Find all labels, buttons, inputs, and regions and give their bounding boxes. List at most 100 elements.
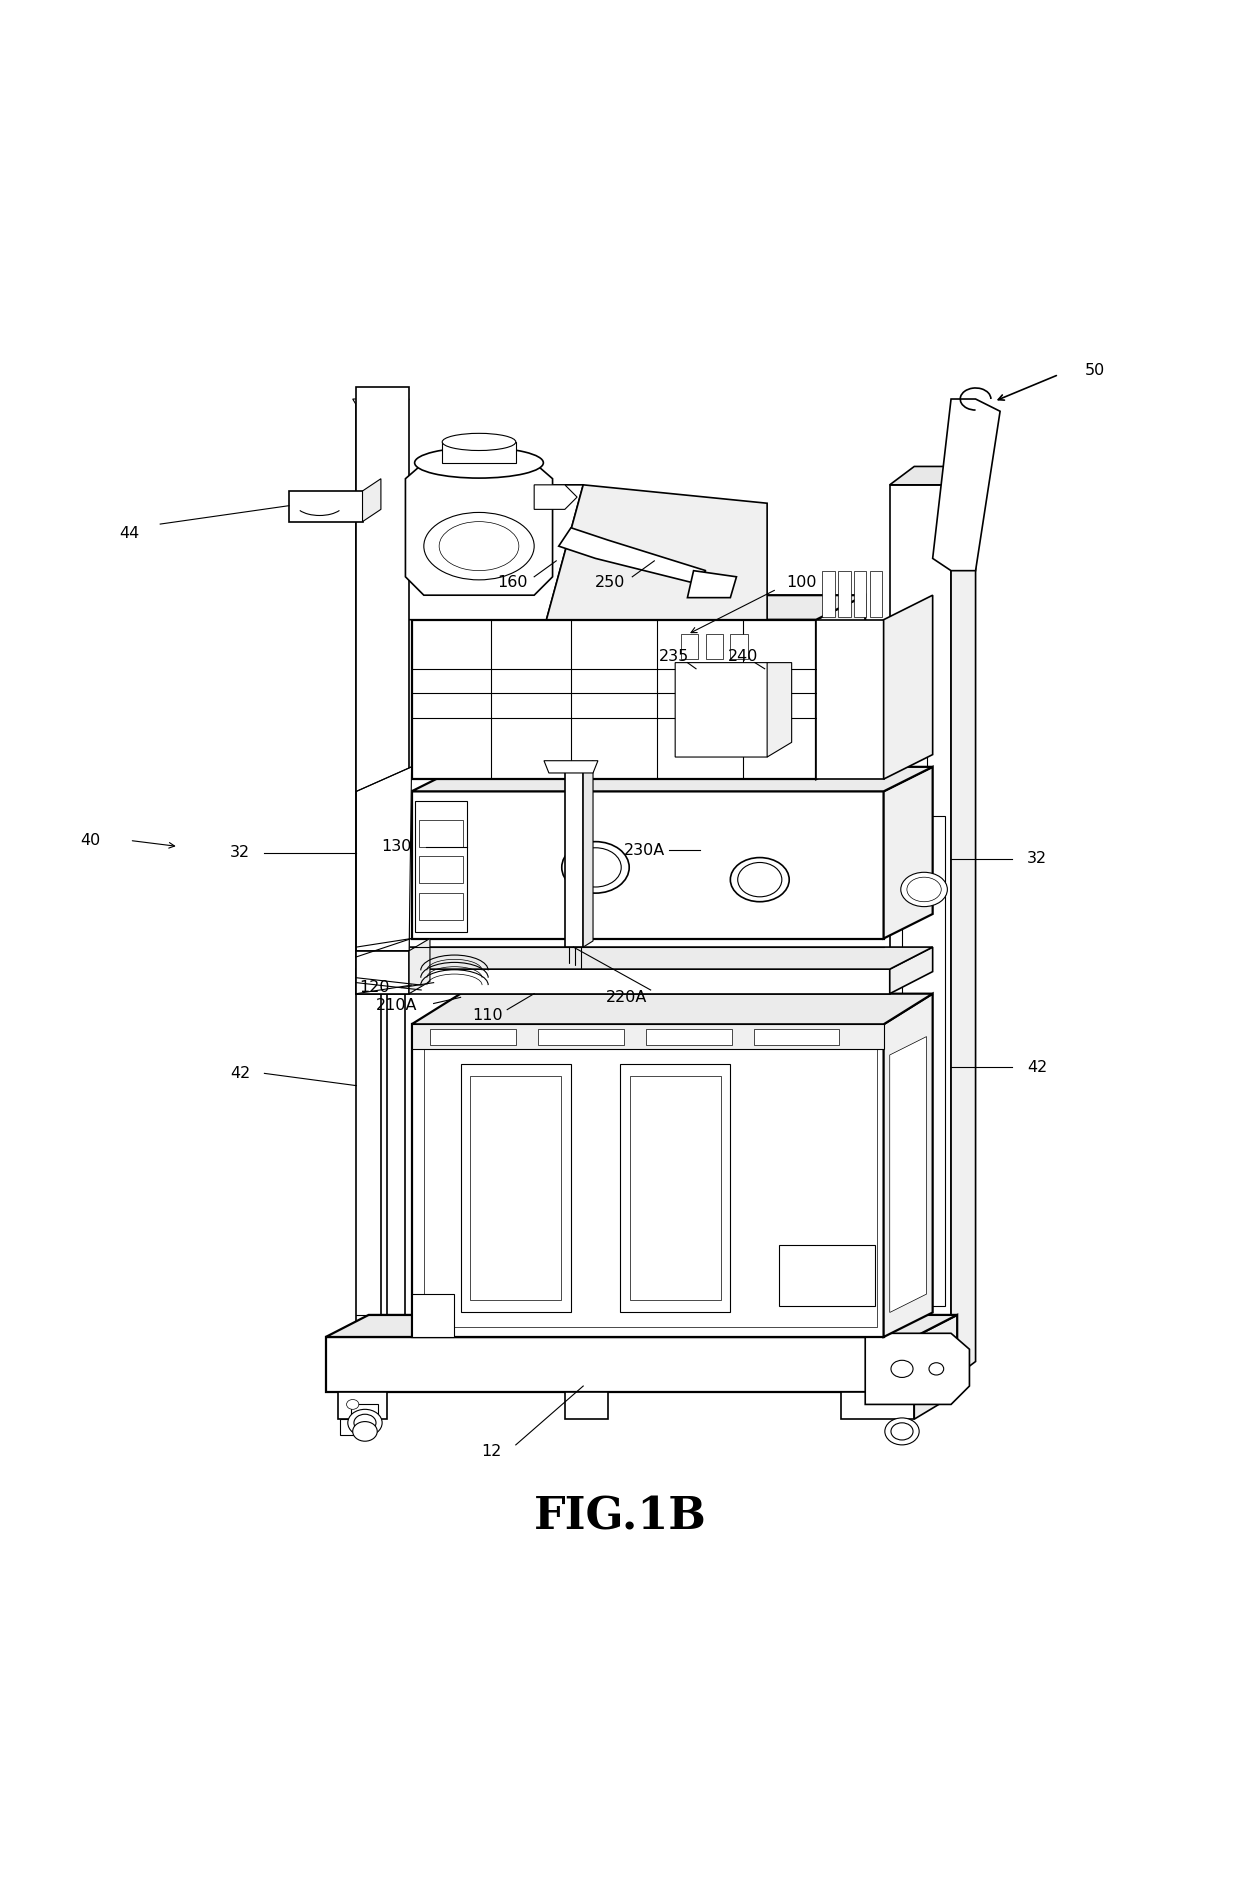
Polygon shape — [412, 993, 932, 1025]
Polygon shape — [890, 755, 926, 792]
Text: FIG.1B: FIG.1B — [533, 1496, 707, 1539]
Text: 32: 32 — [229, 845, 250, 860]
Ellipse shape — [892, 1423, 913, 1440]
Polygon shape — [687, 571, 737, 597]
Polygon shape — [890, 1036, 926, 1312]
Polygon shape — [430, 1029, 516, 1045]
Ellipse shape — [562, 841, 629, 893]
Ellipse shape — [730, 858, 789, 901]
Polygon shape — [730, 634, 748, 659]
Ellipse shape — [906, 877, 941, 901]
Ellipse shape — [892, 1361, 913, 1378]
Polygon shape — [816, 595, 866, 779]
Polygon shape — [646, 1029, 732, 1045]
Polygon shape — [675, 663, 774, 756]
Polygon shape — [780, 1244, 875, 1306]
Polygon shape — [768, 663, 791, 756]
Polygon shape — [412, 792, 884, 938]
Ellipse shape — [346, 1400, 358, 1410]
Text: 220A: 220A — [605, 989, 647, 1004]
Polygon shape — [405, 464, 553, 595]
Text: 235: 235 — [658, 649, 689, 664]
Ellipse shape — [738, 862, 782, 897]
Polygon shape — [914, 1316, 957, 1393]
Polygon shape — [620, 1064, 730, 1312]
Text: 40: 40 — [81, 833, 100, 848]
Polygon shape — [356, 768, 412, 952]
Ellipse shape — [885, 1417, 919, 1445]
Polygon shape — [387, 405, 405, 1380]
Text: 230A: 230A — [624, 843, 665, 858]
Text: 42: 42 — [1027, 1061, 1047, 1076]
Polygon shape — [854, 571, 867, 618]
Polygon shape — [352, 400, 409, 405]
Polygon shape — [412, 595, 866, 619]
Polygon shape — [356, 387, 409, 957]
Polygon shape — [534, 484, 577, 509]
Text: 240: 240 — [728, 649, 758, 664]
Polygon shape — [412, 619, 816, 779]
Polygon shape — [565, 768, 583, 948]
Text: 250: 250 — [595, 576, 625, 591]
Ellipse shape — [900, 873, 947, 907]
Polygon shape — [341, 1419, 362, 1436]
Polygon shape — [901, 816, 945, 1306]
Polygon shape — [419, 820, 463, 847]
Polygon shape — [583, 760, 593, 948]
Polygon shape — [470, 1076, 562, 1301]
Polygon shape — [460, 1064, 570, 1312]
Polygon shape — [816, 619, 884, 779]
Polygon shape — [356, 405, 381, 1380]
Polygon shape — [356, 969, 890, 993]
Polygon shape — [339, 1393, 387, 1419]
Ellipse shape — [352, 1421, 377, 1442]
Ellipse shape — [353, 1413, 376, 1432]
Text: 210A: 210A — [376, 999, 418, 1014]
Polygon shape — [326, 1336, 914, 1393]
Polygon shape — [362, 479, 381, 522]
Polygon shape — [681, 634, 698, 659]
Polygon shape — [754, 1029, 839, 1045]
Text: 130: 130 — [382, 839, 412, 854]
Text: 12: 12 — [481, 1443, 501, 1458]
Polygon shape — [932, 400, 1001, 571]
Polygon shape — [870, 571, 883, 618]
Polygon shape — [326, 1316, 957, 1336]
Polygon shape — [890, 948, 932, 993]
Polygon shape — [914, 1378, 939, 1419]
Polygon shape — [630, 1076, 720, 1301]
Polygon shape — [356, 484, 583, 619]
Polygon shape — [409, 938, 430, 993]
Ellipse shape — [569, 848, 621, 888]
Polygon shape — [412, 1025, 884, 1336]
Polygon shape — [351, 1404, 378, 1419]
Text: 32: 32 — [1027, 852, 1047, 867]
Polygon shape — [356, 952, 409, 993]
Polygon shape — [890, 484, 951, 1380]
Ellipse shape — [347, 1410, 382, 1436]
Ellipse shape — [443, 434, 516, 450]
Polygon shape — [289, 492, 362, 522]
Polygon shape — [424, 1030, 878, 1327]
Text: 160: 160 — [497, 576, 527, 591]
Polygon shape — [547, 484, 768, 619]
Polygon shape — [415, 801, 466, 933]
Polygon shape — [565, 1393, 608, 1419]
Text: 50: 50 — [1084, 364, 1105, 379]
Polygon shape — [412, 1025, 884, 1049]
Polygon shape — [419, 856, 463, 884]
Text: 100: 100 — [786, 576, 817, 591]
Polygon shape — [884, 768, 932, 938]
Polygon shape — [951, 467, 976, 1380]
Polygon shape — [838, 571, 851, 618]
Polygon shape — [412, 768, 932, 792]
Polygon shape — [706, 634, 723, 659]
Text: 44: 44 — [119, 526, 140, 541]
Polygon shape — [890, 1336, 920, 1380]
Polygon shape — [419, 893, 463, 920]
Polygon shape — [866, 1333, 970, 1404]
Polygon shape — [890, 467, 976, 484]
Text: 110: 110 — [472, 1008, 503, 1023]
Text: 120: 120 — [360, 980, 391, 995]
Polygon shape — [841, 1393, 914, 1419]
